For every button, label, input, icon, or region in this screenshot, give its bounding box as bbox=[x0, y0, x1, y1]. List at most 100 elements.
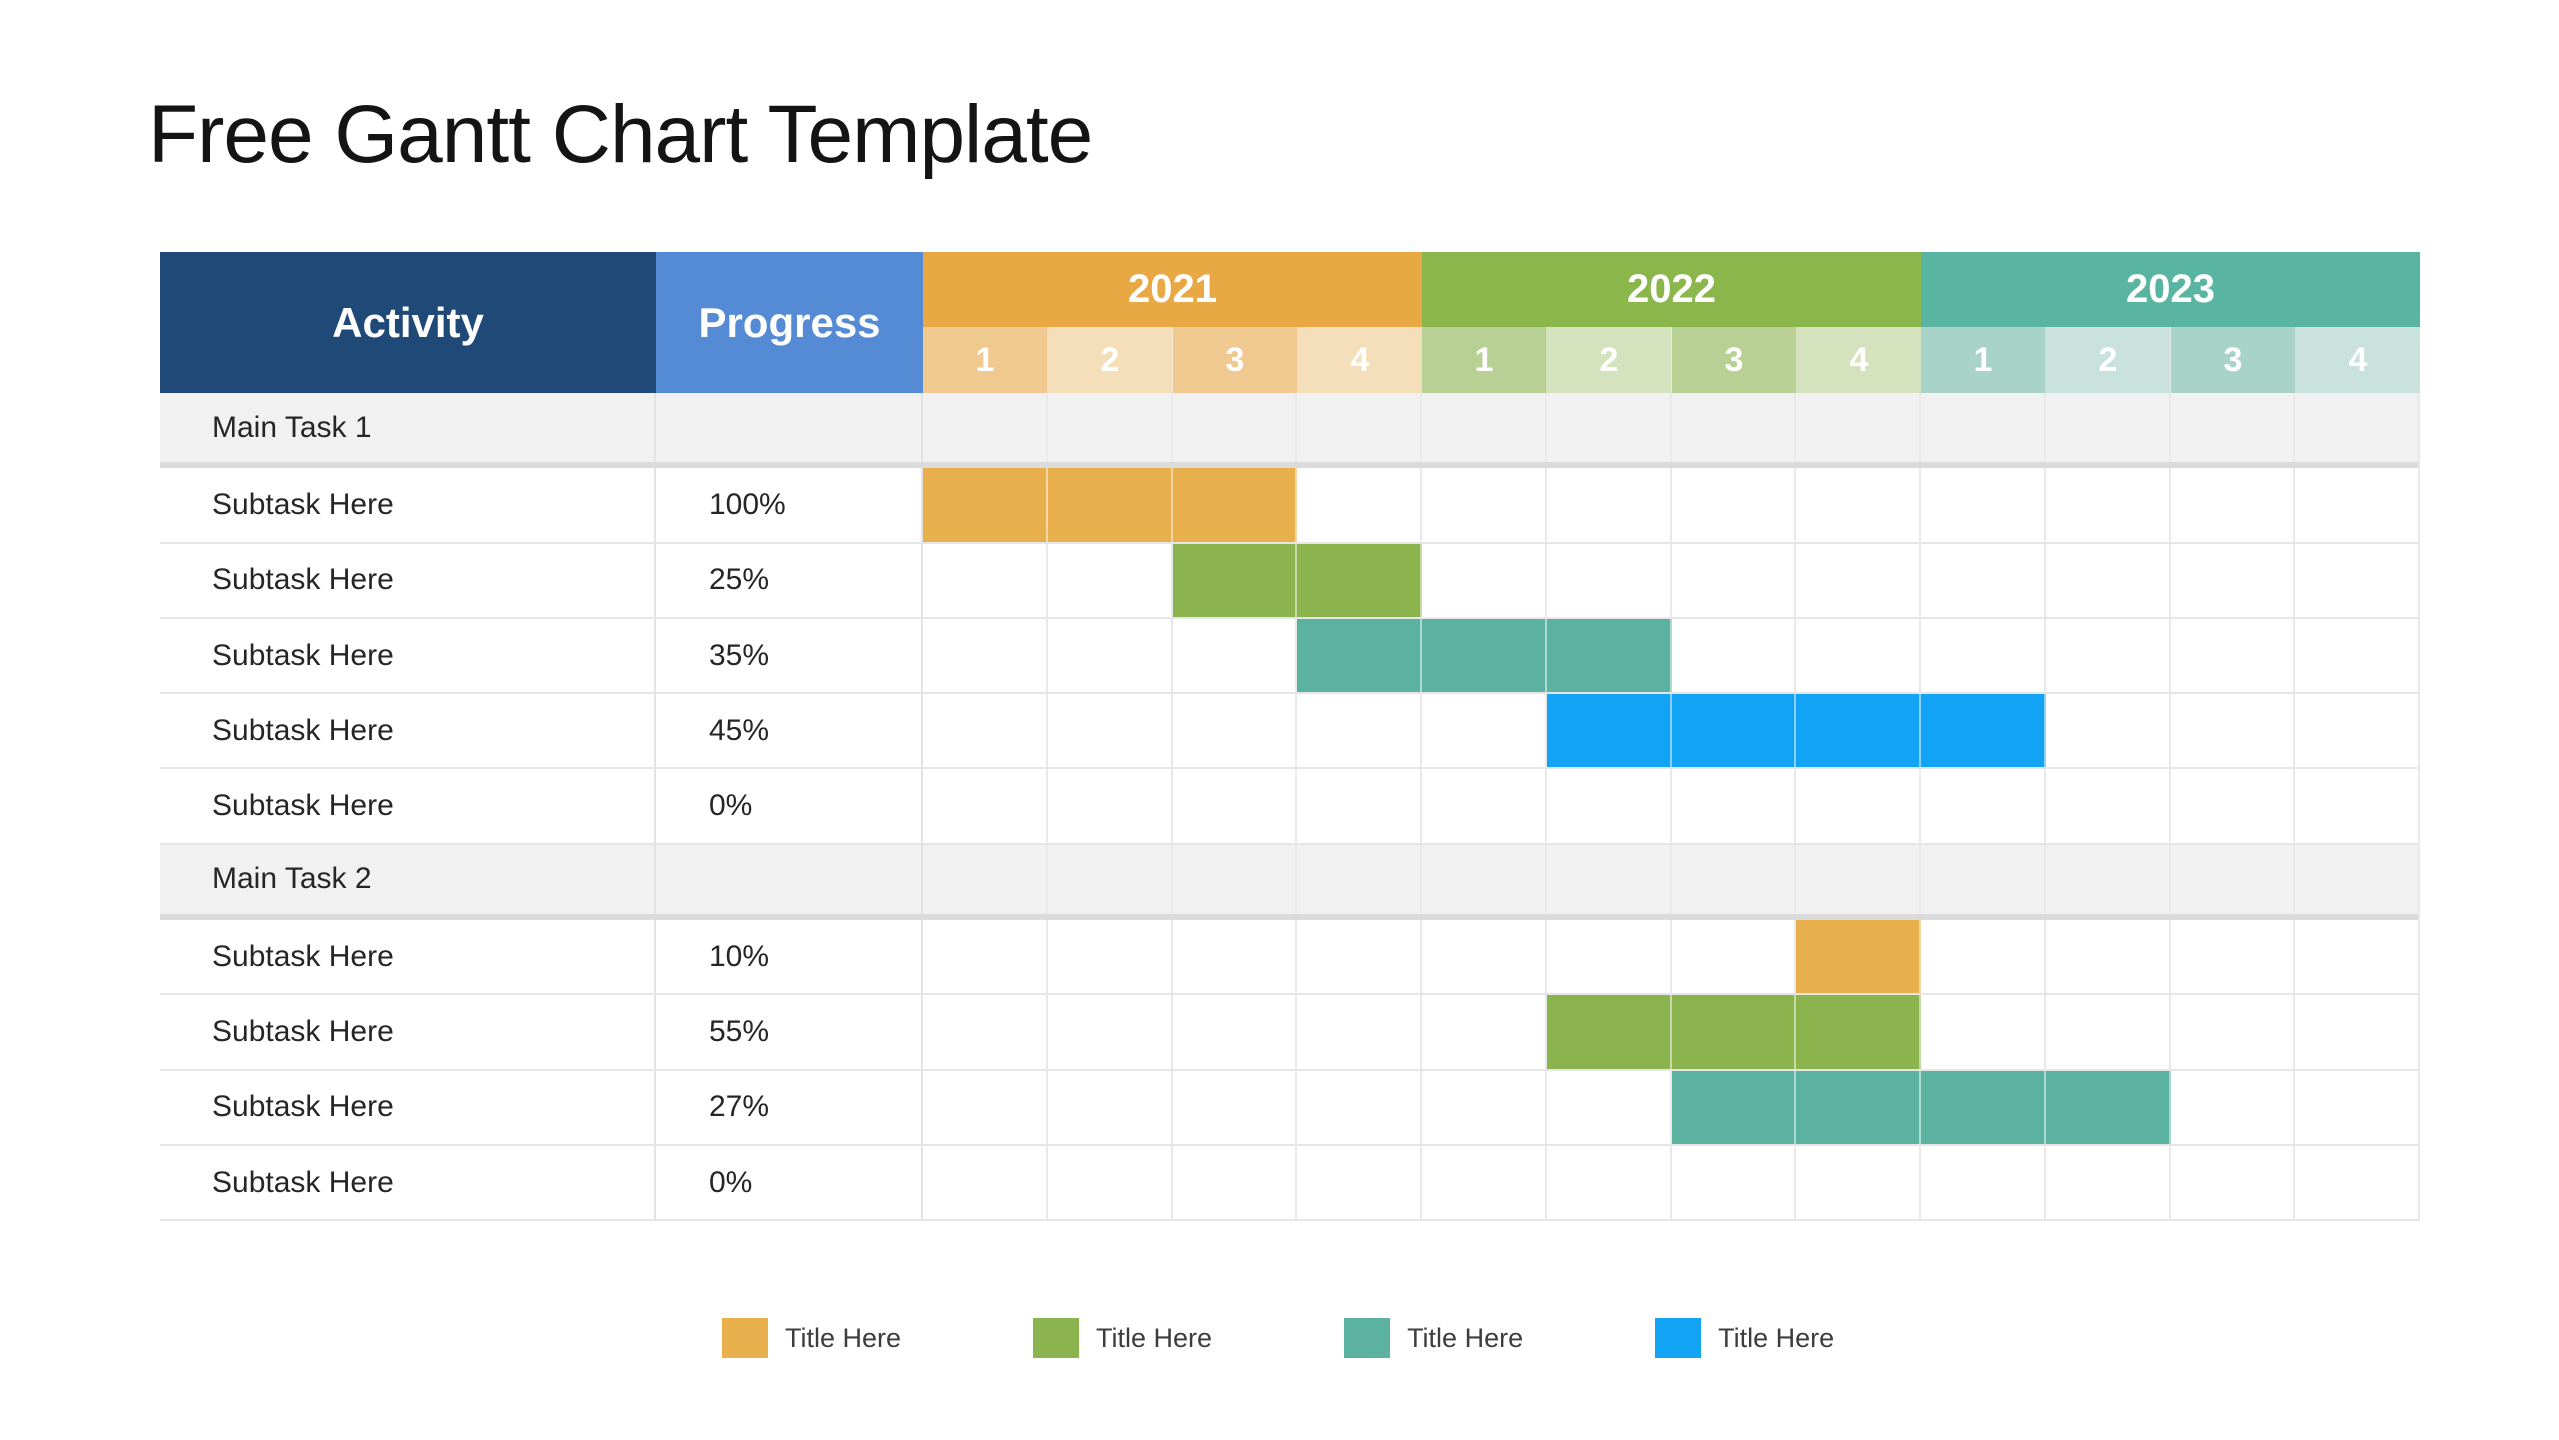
progress-cell: 55% bbox=[656, 995, 923, 1069]
subtask-row: Subtask Here 55% bbox=[160, 995, 2418, 1071]
timeline-cell bbox=[2171, 543, 2296, 617]
quarter-header-cell: 1 bbox=[1921, 327, 2046, 393]
timeline-cell bbox=[2046, 543, 2171, 617]
subtask-row: Subtask Here 35% bbox=[160, 618, 2418, 695]
timeline-cell bbox=[2046, 995, 2171, 1069]
activity-cell: Main Task 1 bbox=[160, 393, 656, 463]
progress-value: 25% bbox=[709, 563, 770, 597]
legend-label: Title Here bbox=[1718, 1322, 1835, 1353]
progress-cell: 0% bbox=[656, 769, 923, 843]
timeline-cell bbox=[1173, 920, 1298, 994]
activity-label: Subtask Here bbox=[212, 1015, 394, 1049]
timeline-cell bbox=[2171, 844, 2296, 915]
quarter-header-cell: 4 bbox=[2296, 327, 2420, 393]
legend-item: Title Here bbox=[1033, 1318, 1212, 1358]
activity-label: Subtask Here bbox=[212, 563, 394, 597]
timeline-cell bbox=[2295, 544, 2418, 617]
timeline-cell bbox=[2295, 619, 2418, 692]
gantt-bar-segment bbox=[1921, 1070, 2046, 1144]
timeline-cell bbox=[1796, 618, 1921, 693]
timeline-cell bbox=[1547, 468, 1672, 542]
activity-label: Subtask Here bbox=[212, 789, 394, 823]
progress-cell bbox=[656, 393, 923, 463]
main-task-row: Main Task 2 bbox=[160, 844, 2418, 921]
quarter-header-cell: 3 bbox=[2171, 327, 2296, 393]
timeline-cell bbox=[1048, 769, 1173, 843]
timeline-cell bbox=[1297, 1145, 1422, 1220]
progress-column-header: Progress bbox=[656, 252, 923, 393]
timeline-cell bbox=[2295, 769, 2418, 842]
timeline-cell bbox=[1173, 844, 1298, 915]
subtask-row: Subtask Here 45% bbox=[160, 694, 2418, 770]
subtask-row: Subtask Here 10% bbox=[160, 920, 2418, 996]
timeline-cell bbox=[2171, 769, 2296, 843]
gantt-header: Activity Progress 2021 1 2 3 4 2022 1 2 3 4 2023 1 2… bbox=[160, 252, 2420, 393]
timeline-cell bbox=[1921, 844, 2046, 915]
year-group: 2022 1 2 3 4 bbox=[1422, 252, 1921, 393]
timeline-cell bbox=[1547, 1070, 1672, 1144]
quarter-header-cell: 1 bbox=[1422, 327, 1547, 393]
gantt-bar-segment bbox=[1671, 1070, 1797, 1144]
timeline-cell bbox=[1547, 393, 1672, 463]
timeline-cell bbox=[1173, 618, 1298, 693]
timeline-cell bbox=[1672, 920, 1797, 994]
timeline-cell bbox=[2171, 1070, 2296, 1144]
timeline-cell bbox=[2046, 694, 2171, 768]
gantt-bar-segment bbox=[1422, 618, 1547, 693]
timeline-cell bbox=[1173, 1070, 1298, 1144]
progress-cell: 100% bbox=[656, 468, 923, 542]
timeline-cell bbox=[2046, 844, 2171, 915]
timeline-cell bbox=[1173, 1145, 1298, 1220]
timeline-cell bbox=[923, 769, 1048, 843]
gantt-bar-segment bbox=[1546, 618, 1672, 693]
activity-cell: Subtask Here bbox=[160, 694, 656, 768]
timeline-cell bbox=[2171, 618, 2296, 693]
timeline-cell bbox=[1796, 543, 1921, 617]
timeline-cell bbox=[1048, 1145, 1173, 1220]
legend-label: Title Here bbox=[1096, 1322, 1213, 1353]
progress-cell bbox=[656, 844, 923, 915]
timeline-cell bbox=[1921, 1145, 2046, 1220]
legend-swatch bbox=[722, 1318, 768, 1358]
progress-cell: 27% bbox=[656, 1070, 923, 1144]
timeline-cell bbox=[1422, 769, 1547, 843]
year-group: 2021 1 2 3 4 bbox=[923, 252, 1422, 393]
timeline-cell bbox=[1297, 468, 1422, 542]
timeline-cell bbox=[1422, 694, 1547, 768]
timeline-cell bbox=[2295, 393, 2418, 462]
timeline-cell bbox=[2046, 618, 2171, 693]
progress-value: 35% bbox=[709, 638, 770, 672]
timeline-cell bbox=[2295, 995, 2418, 1068]
timeline-cell bbox=[2171, 694, 2296, 768]
timeline-cell bbox=[1921, 618, 2046, 693]
timeline-cell bbox=[1422, 468, 1547, 542]
timeline-cell bbox=[1297, 1070, 1422, 1144]
timeline-cell bbox=[1422, 393, 1547, 463]
legend-item: Title Here bbox=[1344, 1318, 1523, 1358]
progress-value: 0% bbox=[709, 1165, 753, 1199]
timeline-cell bbox=[1796, 1145, 1921, 1220]
timeline-cell bbox=[1672, 393, 1797, 463]
legend: Title Here Title Here Title Here Title Here bbox=[722, 1318, 1834, 1358]
timeline-cell bbox=[1297, 844, 1422, 915]
subtask-row: Subtask Here 0% bbox=[160, 1145, 2418, 1222]
timeline-cell bbox=[1796, 844, 1921, 915]
timeline-cell bbox=[1796, 769, 1921, 843]
timeline-cell bbox=[1422, 1070, 1547, 1144]
timeline-cell bbox=[2171, 995, 2296, 1069]
activity-cell: Subtask Here bbox=[160, 618, 656, 693]
timeline-cell bbox=[2046, 769, 2171, 843]
subtask-row: Subtask Here 27% bbox=[160, 1070, 2418, 1146]
timeline-cell bbox=[923, 1145, 1048, 1220]
timeline-cell bbox=[2295, 1146, 2418, 1219]
timeline-cell bbox=[1547, 769, 1672, 843]
timeline-cell bbox=[2046, 468, 2171, 542]
timeline-cell bbox=[1297, 393, 1422, 463]
gantt-bar-segment bbox=[1796, 920, 1921, 994]
activity-label: Subtask Here bbox=[212, 1090, 394, 1124]
activity-cell: Subtask Here bbox=[160, 995, 656, 1069]
timeline-cell bbox=[1921, 468, 2046, 542]
timeline-cell bbox=[1547, 844, 1672, 915]
